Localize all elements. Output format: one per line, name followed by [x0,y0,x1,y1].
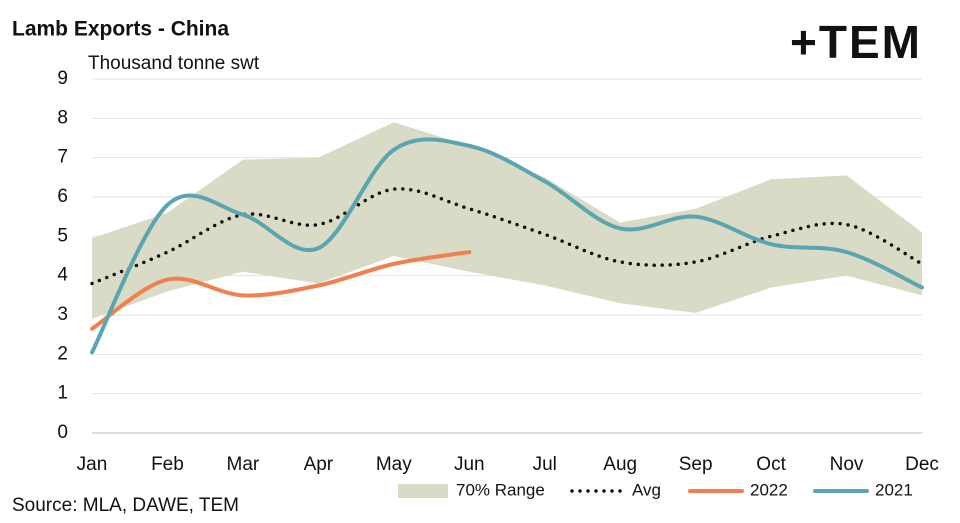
source-note: Source: MLA, DAWE, TEM [12,495,239,516]
x-tick-label: Sep [679,454,713,475]
y-tick-label: 4 [57,265,68,286]
chart-subtitle: Thousand tonne swt [88,53,260,74]
range-band [92,122,922,319]
y-tick-label: 2 [57,343,68,364]
y-tick-label: 7 [57,147,68,168]
legend-label: Avg [632,480,661,499]
y-tick-label: 6 [57,186,68,207]
legend-swatch [398,484,448,498]
x-tick-label: Jun [454,454,485,475]
x-tick-label: Jul [533,454,557,475]
legend-label: 70% Range [456,480,545,499]
x-tick-label: Mar [227,454,260,475]
x-tick-label: Nov [830,454,864,475]
x-tick-label: Dec [905,454,939,475]
legend-label: 2022 [750,480,788,499]
series-line [90,250,472,331]
series-line [90,137,924,355]
y-tick-label: 9 [57,68,68,89]
x-tick-label: Jan [77,454,108,475]
logo: +TEM [790,16,922,68]
y-tick-label: 0 [57,422,68,443]
y-tick-label: 1 [57,383,68,404]
y-tick-label: 5 [57,225,68,246]
x-tick-label: May [376,454,412,475]
x-tick-label: Feb [151,454,184,475]
x-tick-label: Oct [756,454,786,475]
series-line [90,187,924,286]
chart-title: Lamb Exports - China [12,18,229,41]
x-tick-label: Aug [603,454,637,475]
x-tick-label: Apr [304,454,334,475]
legend-label: 2021 [875,480,913,499]
y-tick-label: 8 [57,107,68,128]
y-tick-label: 3 [57,304,68,325]
